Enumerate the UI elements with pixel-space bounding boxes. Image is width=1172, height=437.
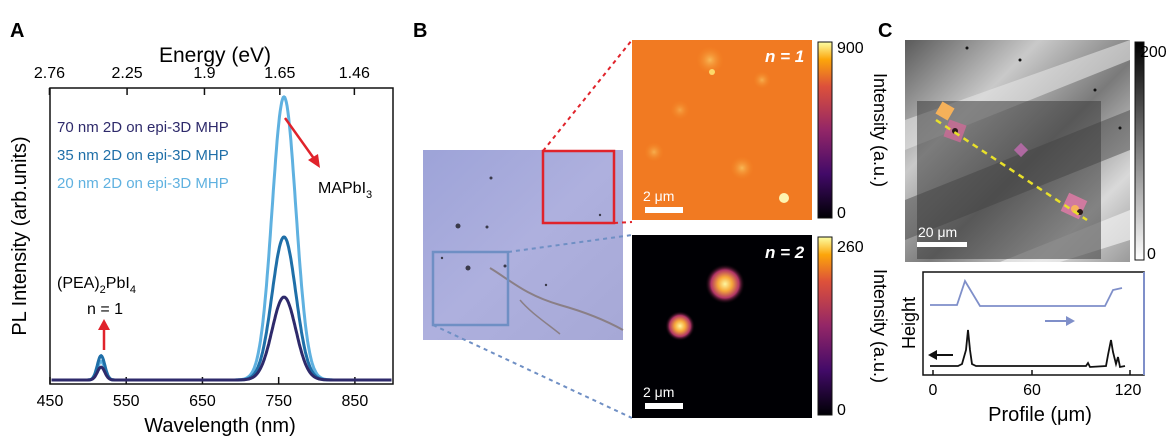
y-axis-label-a: PL Intensity (arb.units) bbox=[9, 136, 31, 335]
scalebar-afm bbox=[917, 242, 967, 247]
pl-map-n1 bbox=[632, 40, 812, 220]
profile-tick-0: 0 bbox=[929, 382, 938, 399]
annotation-mapbi3: MAPbI3 bbox=[318, 180, 372, 201]
top-tick-label: 1.46 bbox=[339, 65, 370, 82]
colorbar-n1-max: 900 bbox=[837, 40, 864, 57]
n1-arrow bbox=[98, 319, 110, 350]
colorbar-afm-min: 0 bbox=[1147, 246, 1156, 263]
scalebar-n2-label: 2 μm bbox=[643, 384, 674, 400]
top-tick-label: 2.76 bbox=[34, 65, 65, 82]
profile-y-label: Height bbox=[899, 297, 919, 349]
legend-entry-35nm: 35 nm 2D on epi-3D MHP bbox=[57, 147, 229, 164]
annotation-n1: n = 1 bbox=[87, 301, 123, 318]
colorbar-n1-min: 0 bbox=[837, 205, 846, 222]
zoom-line-blue-top bbox=[507, 234, 633, 253]
scalebar-n2 bbox=[645, 403, 683, 409]
top-tick-label: 1.65 bbox=[264, 65, 295, 82]
n1-label: n = 1 bbox=[765, 47, 804, 66]
x-tick-labels: 450 550 650 750 850 bbox=[37, 393, 369, 410]
scalebar-afm-label: 20 μm bbox=[918, 224, 957, 240]
top-axis-label: Energy (eV) bbox=[159, 44, 271, 67]
profile-blue-curve bbox=[930, 278, 1123, 307]
profile-black-curve bbox=[930, 329, 1126, 369]
panel-label-c: C bbox=[878, 20, 892, 42]
pl-curve-series-0 bbox=[51, 295, 392, 382]
panel-label-a: A bbox=[10, 20, 24, 42]
colorbar-n2 bbox=[817, 236, 833, 416]
annotation-pea2pbi4: (PEA)2PbI4 bbox=[57, 275, 136, 296]
mapbi3-arrow bbox=[283, 117, 320, 168]
zoom-line-red-top bbox=[542, 39, 633, 152]
x-tick-label: 450 bbox=[37, 393, 64, 410]
profile-tick-60: 60 bbox=[1023, 382, 1041, 399]
x-tick-label: 550 bbox=[113, 393, 140, 410]
legend-entry-20nm: 20 nm 2D on epi-3D MHP bbox=[57, 175, 229, 192]
colorbar-n2-label: Intensity (a.u.) bbox=[870, 269, 890, 383]
n2-region-box bbox=[431, 250, 510, 327]
n1-region-box bbox=[541, 149, 616, 225]
colorbar-n2-max: 260 bbox=[837, 239, 864, 256]
pl-map-n2 bbox=[632, 235, 812, 418]
colorbar-afm-max: 200 bbox=[1140, 44, 1167, 61]
optical-image bbox=[423, 150, 624, 340]
profile-left-arrow bbox=[928, 350, 953, 360]
afm-image bbox=[905, 40, 1130, 262]
x-axis-label-a: Wavelength (nm) bbox=[144, 415, 296, 437]
profile-frame bbox=[922, 271, 1145, 376]
top-ticks bbox=[48, 88, 356, 95]
x-tick-label: 650 bbox=[189, 393, 216, 410]
scalebar-n1-label: 2 μm bbox=[643, 188, 674, 204]
top-tick-label: 1.9 bbox=[193, 65, 215, 82]
profile-tick-120: 120 bbox=[1115, 382, 1142, 399]
profile-right-arrow bbox=[1045, 316, 1075, 326]
n2-label: n = 2 bbox=[765, 243, 805, 262]
colorbar-afm bbox=[1134, 41, 1145, 261]
colorbar-n1 bbox=[817, 41, 833, 219]
plot-frame-a bbox=[49, 87, 394, 385]
colorbar-n2-min: 0 bbox=[837, 402, 846, 419]
zoom-line-red-bottom bbox=[613, 221, 633, 224]
x-tick-label: 850 bbox=[342, 393, 369, 410]
pl-curve-series-2 bbox=[51, 95, 392, 382]
x-tick-label: 750 bbox=[265, 393, 292, 410]
profile-tick-labels: 0 60 120 bbox=[929, 370, 1142, 399]
top-tick-label: 2.25 bbox=[111, 65, 142, 82]
legend-entry-70nm: 70 nm 2D on epi-3D MHP bbox=[57, 119, 229, 136]
scalebar-n1 bbox=[645, 207, 683, 213]
panel-label-b: B bbox=[413, 20, 427, 42]
colorbar-n1-label: Intensity (a.u.) bbox=[870, 73, 890, 187]
pl-curves bbox=[51, 95, 392, 382]
top-tick-labels: 2.76 2.25 1.9 1.65 1.46 bbox=[34, 65, 370, 82]
profile-x-label: Profile (μm) bbox=[988, 404, 1092, 426]
